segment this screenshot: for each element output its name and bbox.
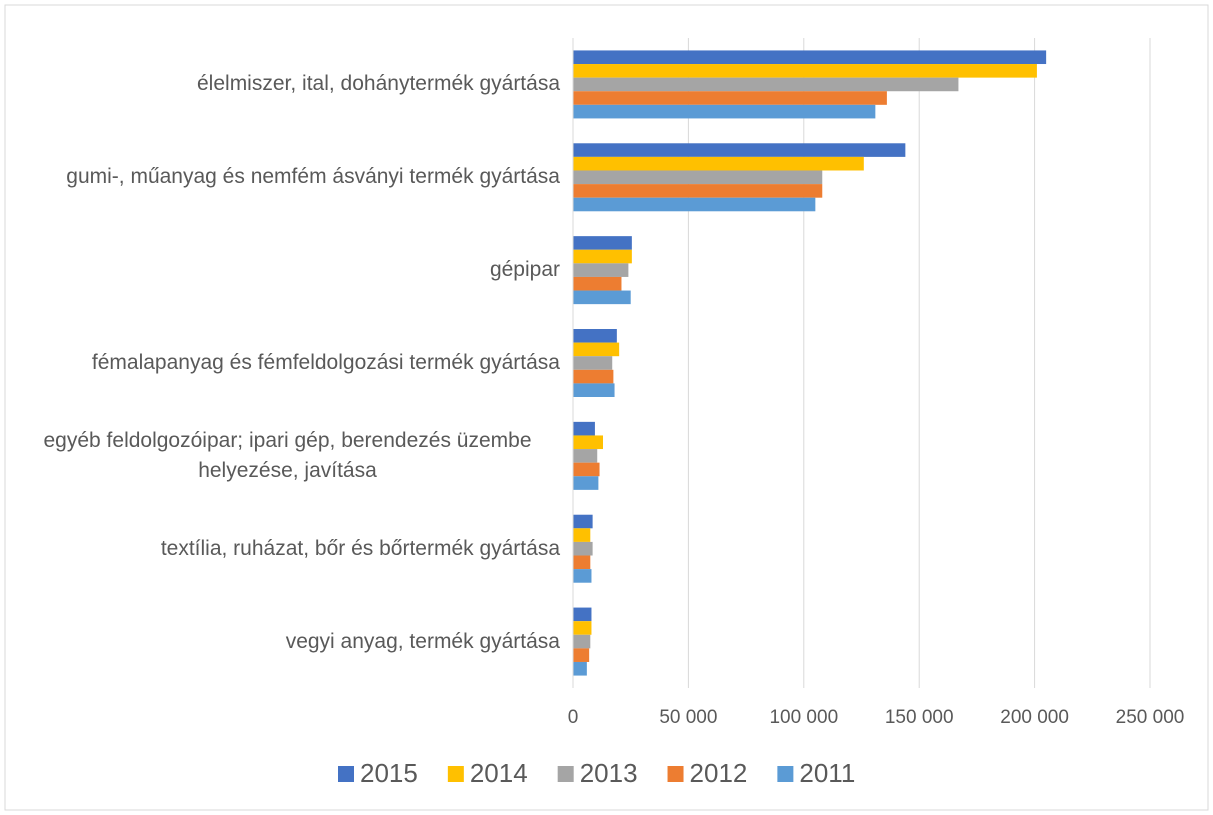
bar [573, 143, 906, 157]
bar [573, 329, 617, 343]
x-tick-label: 0 [568, 707, 579, 728]
bar [573, 555, 591, 570]
bar [573, 607, 592, 622]
legend-label: 2015 [360, 758, 418, 788]
bar [573, 356, 613, 370]
category-label: textília, ruházat, bőr és bőrtermék gyár… [160, 536, 560, 560]
legend-swatch [338, 766, 354, 782]
category-label: gépipar [489, 258, 560, 282]
bar [573, 476, 599, 490]
category-label: vegyi anyag, termék gyártása [285, 629, 560, 653]
bar [573, 462, 600, 477]
x-tick-label: 200 000 [1000, 707, 1069, 728]
bar [573, 197, 816, 212]
bar [573, 621, 592, 635]
x-tick-label: 100 000 [769, 707, 838, 728]
bar [573, 435, 604, 450]
category-label: gumi-, műanyag és nemfém ásványi termék … [66, 165, 560, 189]
category-label: fémalapanyag és fémfeldolgozási termék g… [91, 351, 560, 374]
legend-label: 2012 [690, 758, 748, 788]
x-tick-label: 250 000 [1116, 707, 1185, 728]
bar [573, 661, 587, 676]
bar [573, 514, 593, 529]
bar [573, 383, 615, 397]
bar [573, 184, 823, 198]
bar [573, 263, 629, 277]
bar [573, 569, 592, 583]
legend-swatch [557, 766, 574, 782]
frame [4, 4, 1209, 811]
bar [573, 369, 614, 384]
bar [573, 648, 590, 662]
bar [573, 528, 591, 542]
legend-swatch [667, 766, 684, 782]
category-label: egyéb feldolgozóipar; ipari gép, berende… [43, 428, 532, 482]
bar [573, 236, 632, 250]
bar [573, 541, 593, 556]
bar [573, 170, 823, 185]
bar [573, 342, 620, 357]
bar [573, 64, 1037, 78]
bar [573, 290, 631, 305]
x-tick-label: 150 000 [885, 707, 954, 728]
bar [573, 77, 959, 92]
legend-swatch [777, 766, 794, 782]
bar [573, 104, 876, 119]
bar [573, 634, 591, 649]
x-tick-label: 50 000 [659, 707, 717, 728]
bar [573, 249, 632, 264]
bar [573, 91, 887, 105]
category-label: élelmiszer, ital, dohánytermék gyártása [197, 72, 560, 96]
bar [573, 156, 864, 171]
bar [573, 50, 1047, 65]
bar [573, 421, 595, 436]
bar [573, 276, 622, 291]
legend-swatch [447, 766, 464, 782]
legend-label: 2013 [580, 758, 638, 788]
legend-label: 2011 [799, 758, 855, 788]
bar [573, 449, 598, 463]
legend-label: 2014 [470, 758, 528, 788]
